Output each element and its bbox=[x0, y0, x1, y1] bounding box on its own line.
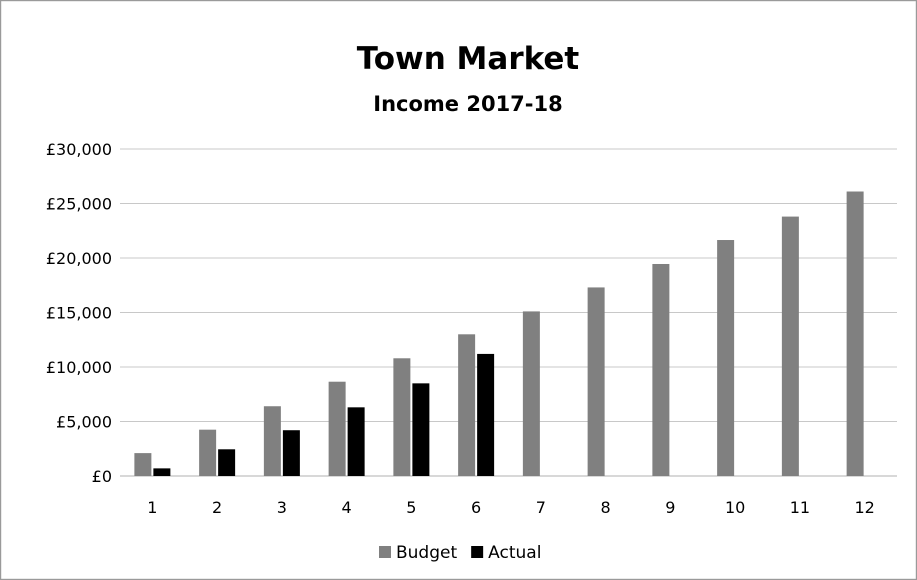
x-tick-label: 2 bbox=[212, 498, 222, 517]
x-tick-label: 1 bbox=[147, 498, 157, 517]
gridlines bbox=[120, 148, 897, 477]
legend: Budget Actual bbox=[379, 543, 541, 563]
y-axis-ticks: £0 £5,000 £10,000 £15,000 £20,000 £25,000 £30,… bbox=[46, 140, 112, 486]
bars bbox=[134, 191, 864, 476]
legend-swatch-budget bbox=[379, 546, 391, 558]
bar-budget-3 bbox=[263, 406, 281, 476]
bar-budget-7 bbox=[522, 311, 540, 476]
y-tick-label: £15,000 bbox=[46, 304, 112, 323]
chart-subtitle: Income 2017-18 bbox=[373, 92, 562, 116]
y-tick-label: £5,000 bbox=[56, 413, 112, 432]
bar-actual-1 bbox=[153, 468, 171, 476]
bar-actual-3 bbox=[282, 430, 300, 476]
x-tick-label: 12 bbox=[854, 498, 874, 517]
y-tick-label: £0 bbox=[92, 467, 112, 486]
bar-budget-2 bbox=[199, 429, 217, 476]
bar-budget-4 bbox=[328, 381, 346, 476]
x-tick-label: 11 bbox=[790, 498, 810, 517]
bar-budget-8 bbox=[587, 287, 605, 476]
x-tick-label: 4 bbox=[342, 498, 352, 517]
bar-budget-1 bbox=[134, 453, 152, 476]
bar-budget-12 bbox=[846, 191, 864, 476]
y-tick-label: £25,000 bbox=[46, 195, 112, 214]
y-tick-label: £10,000 bbox=[46, 358, 112, 377]
x-tick-label: 3 bbox=[277, 498, 287, 517]
x-tick-label: 8 bbox=[601, 498, 611, 517]
legend-label-budget: Budget bbox=[396, 543, 457, 563]
y-tick-label: £30,000 bbox=[46, 140, 112, 159]
bar-budget-6 bbox=[458, 334, 476, 476]
bar-actual-5 bbox=[412, 383, 430, 476]
x-tick-label: 5 bbox=[406, 498, 416, 517]
x-tick-label: 7 bbox=[536, 498, 546, 517]
bar-budget-10 bbox=[717, 240, 735, 476]
x-tick-label: 9 bbox=[665, 498, 675, 517]
x-tick-label: 10 bbox=[725, 498, 745, 517]
y-tick-label: £20,000 bbox=[46, 249, 112, 268]
chart-title: Town Market bbox=[357, 41, 580, 77]
bar-actual-6 bbox=[477, 353, 495, 476]
bar-budget-5 bbox=[393, 358, 411, 476]
x-tick-label: 6 bbox=[471, 498, 481, 517]
bar-actual-4 bbox=[347, 407, 365, 476]
bar-budget-9 bbox=[652, 263, 670, 476]
legend-label-actual: Actual bbox=[488, 543, 541, 563]
bar-budget-11 bbox=[781, 216, 799, 476]
x-axis-ticks: 1 2 3 4 5 6 7 8 9 10 11 12 bbox=[147, 498, 875, 517]
bar-actual-2 bbox=[218, 449, 236, 476]
legend-swatch-actual bbox=[471, 546, 484, 558]
